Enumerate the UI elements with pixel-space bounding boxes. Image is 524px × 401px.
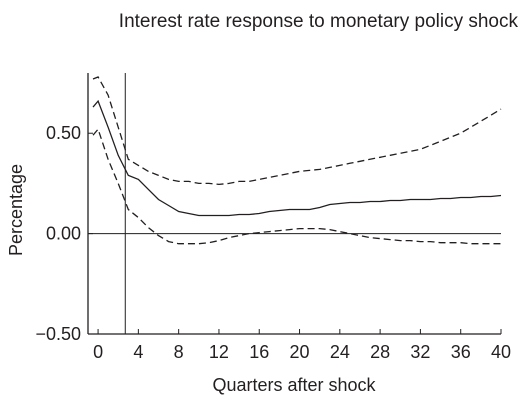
x-tick-label: 16 — [249, 342, 269, 362]
x-tick-label: 36 — [451, 342, 471, 362]
lower-band-line — [92, 127, 501, 245]
x-tick-label: 0 — [93, 342, 103, 362]
y-axis-label: Percentage — [6, 164, 26, 256]
y-tick-label: 0.00 — [46, 224, 81, 244]
y-tick-label: −0.50 — [35, 324, 81, 344]
x-axis-label: Quarters after shock — [212, 375, 376, 395]
x-tick-label: 32 — [410, 342, 430, 362]
chart-title: Interest rate response to monetary polic… — [118, 11, 518, 32]
x-tick-label: 28 — [370, 342, 390, 362]
response-line — [92, 99, 502, 217]
y-tick-label: 0.50 — [46, 123, 81, 143]
x-tick-label: 4 — [133, 342, 143, 362]
x-tick-label: 40 — [491, 342, 511, 362]
x-tick-label: 24 — [330, 342, 350, 362]
upper-band-line — [92, 76, 502, 186]
x-tick-label: 8 — [174, 342, 184, 362]
x-tick-label: 20 — [290, 342, 310, 362]
x-tick-label: 12 — [209, 342, 229, 362]
